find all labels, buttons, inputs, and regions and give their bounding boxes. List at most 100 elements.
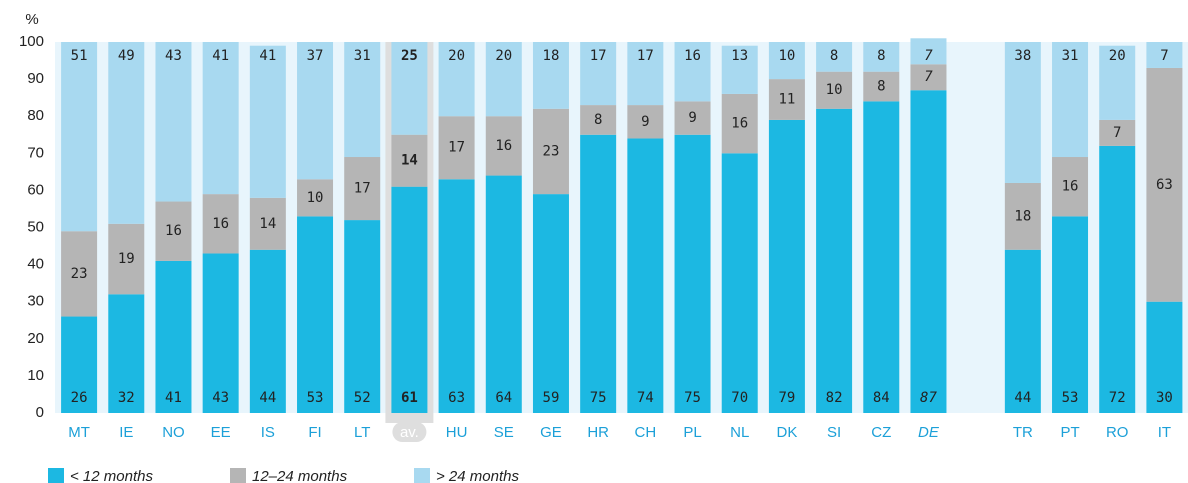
x-tick-label: HR <box>587 424 609 441</box>
y-tick-label: 70 <box>27 144 44 161</box>
y-tick-label: 0 <box>36 404 44 421</box>
bar-segment <box>249 249 286 413</box>
value-label: 44 <box>259 390 276 406</box>
value-label: 31 <box>354 48 371 64</box>
value-label: 82 <box>826 390 843 406</box>
x-tick-label: SE <box>494 424 514 441</box>
value-label: 51 <box>71 48 88 64</box>
bar-segment <box>108 42 145 224</box>
bar-segment <box>816 42 853 72</box>
y-tick-label: 90 <box>27 70 44 87</box>
value-label: 17 <box>637 48 654 64</box>
x-tick-label: MT <box>68 424 90 441</box>
legend-swatch <box>48 468 64 483</box>
y-tick-label: 10 <box>27 367 44 384</box>
value-label: 38 <box>1014 48 1031 64</box>
bar-segment <box>768 119 805 413</box>
bar-segment <box>1099 119 1136 146</box>
value-label: 16 <box>165 223 182 239</box>
bar-segment <box>485 42 522 117</box>
value-label: 7 <box>924 69 933 85</box>
value-label: 14 <box>259 216 276 232</box>
bar-segment <box>202 194 239 254</box>
value-label: 87 <box>920 390 937 406</box>
x-tick-label: NL <box>730 424 749 441</box>
bar-segment <box>438 179 475 413</box>
bar-segment <box>674 42 711 102</box>
bar-segment <box>627 138 664 413</box>
bar-segment <box>391 42 428 135</box>
value-label: 25 <box>401 48 418 64</box>
x-tick-label: IT <box>1158 424 1171 441</box>
value-label: 18 <box>1014 208 1031 224</box>
value-label: 79 <box>778 390 795 406</box>
value-label: 37 <box>307 48 324 64</box>
bar-segment <box>674 101 711 135</box>
x-tick-label: LT <box>354 424 370 441</box>
x-tick-label: GE <box>540 424 562 441</box>
value-label: 17 <box>448 140 465 156</box>
x-tick-label: DE <box>918 424 940 441</box>
bar-segment <box>155 42 192 202</box>
value-label: 59 <box>543 390 560 406</box>
bar-segment <box>532 194 569 413</box>
bar-segment <box>627 105 664 139</box>
value-label: 41 <box>259 48 276 64</box>
x-tick-label: PL <box>683 424 701 441</box>
x-tick-label: PT <box>1060 424 1079 441</box>
value-label: 16 <box>495 138 512 154</box>
bar-segment <box>1099 45 1136 120</box>
y-tick-label: 100 <box>19 33 44 50</box>
value-label: 20 <box>495 48 512 64</box>
value-label: 44 <box>1014 390 1031 406</box>
value-label: 43 <box>212 390 229 406</box>
legend-label: 12–24 months <box>252 468 348 483</box>
bar-segment <box>816 108 853 413</box>
bar-segment <box>1099 145 1136 413</box>
value-label: 20 <box>448 48 465 64</box>
bar-segment <box>1052 216 1089 413</box>
bar-segment <box>1004 42 1041 183</box>
value-label: 72 <box>1109 390 1126 406</box>
value-label: 14 <box>401 153 418 169</box>
value-label: 49 <box>118 48 135 64</box>
bar-segment <box>1052 157 1089 217</box>
value-label: 17 <box>354 181 371 197</box>
bar-segment <box>108 223 145 295</box>
value-label: 19 <box>118 251 135 267</box>
bar-segment <box>674 134 711 413</box>
value-label: 10 <box>307 190 324 206</box>
bar-segment <box>910 64 947 91</box>
y-tick-label: 50 <box>27 218 44 235</box>
value-label: 23 <box>71 266 88 282</box>
value-label: 8 <box>877 79 885 95</box>
value-label: 23 <box>543 143 560 159</box>
bar-segment <box>391 186 428 413</box>
bar-segment <box>297 179 334 217</box>
bar-segment <box>1052 42 1089 158</box>
bar-segment <box>297 216 334 413</box>
x-tick-label: IE <box>119 424 133 441</box>
legend-label: > 24 months <box>436 468 519 483</box>
x-tick-label: CH <box>635 424 657 441</box>
bar-segment <box>532 108 569 195</box>
value-label: 7 <box>1113 125 1121 141</box>
bar-segment <box>108 294 145 413</box>
x-tick-label: RO <box>1106 424 1129 441</box>
x-tick-label: CZ <box>871 424 891 441</box>
value-label: 9 <box>641 114 649 130</box>
value-label: 8 <box>830 48 838 64</box>
value-label: 52 <box>354 390 371 406</box>
x-tick-label: FI <box>308 424 321 441</box>
bar-segment <box>580 134 617 413</box>
category-pill <box>392 422 427 442</box>
y-tick-label: 60 <box>27 181 44 198</box>
bar-segment <box>438 42 475 117</box>
value-label: 41 <box>212 48 229 64</box>
x-tick-label: NO <box>162 424 185 441</box>
value-label: 31 <box>1062 48 1079 64</box>
x-tick-label: HU <box>446 424 468 441</box>
bar-segment <box>344 42 381 158</box>
value-label: 20 <box>1109 48 1126 64</box>
value-label: 53 <box>307 390 324 406</box>
